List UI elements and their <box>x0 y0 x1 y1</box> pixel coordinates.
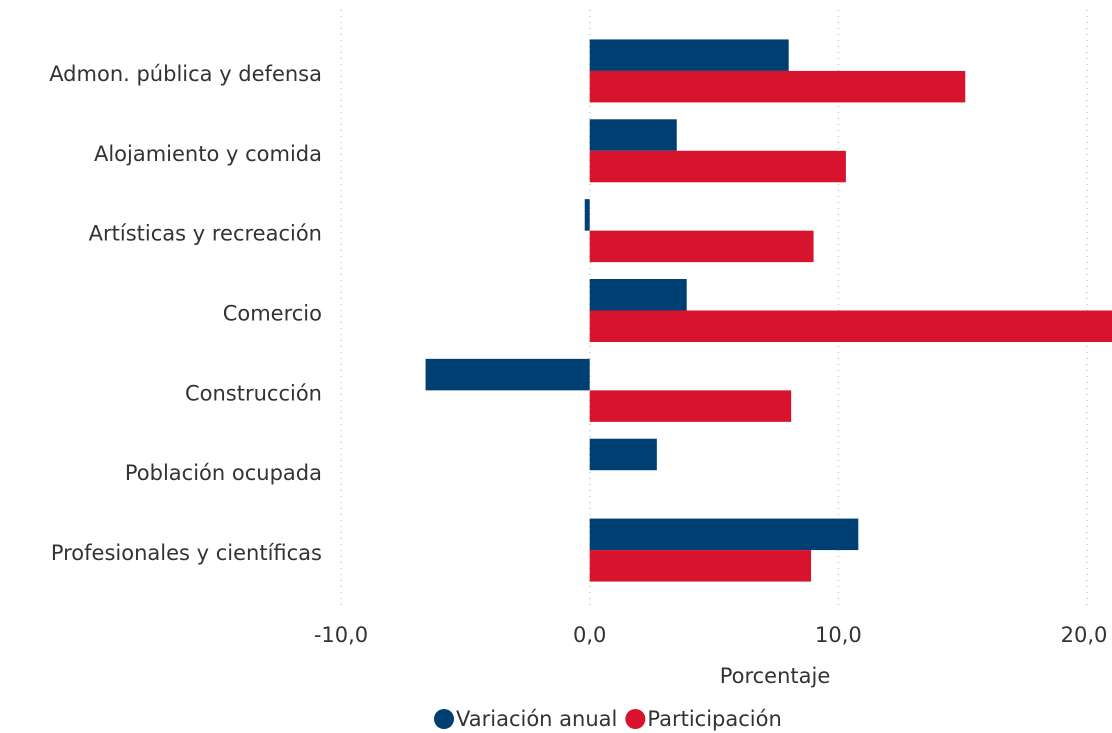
bar <box>589 230 814 263</box>
bar <box>425 358 590 391</box>
legend-marker <box>434 709 454 729</box>
bar <box>584 199 590 231</box>
x-axis-title: Porcentaje <box>720 664 831 688</box>
bar <box>589 438 657 471</box>
bar <box>589 310 1112 342</box>
bar <box>589 119 677 151</box>
y-tick-label: Construcción <box>185 381 322 405</box>
bar <box>589 150 846 183</box>
y-tick-label: Admon. pública y defensa <box>49 62 322 86</box>
y-tick-label: Alojamiento y comida <box>94 142 322 166</box>
x-tick-label: 0,0 <box>573 623 606 647</box>
bar <box>589 70 966 103</box>
y-tick-label: Comercio <box>223 302 322 326</box>
legend-label: Variación anual <box>456 707 617 731</box>
legend-marker <box>625 709 646 729</box>
bar <box>589 518 859 551</box>
x-tick-label: 10,0 <box>815 623 862 647</box>
bar <box>589 279 687 311</box>
bar <box>589 550 812 582</box>
y-tick-label: Profesionales y científicas <box>51 541 322 565</box>
bar <box>589 39 789 71</box>
y-tick-label: Población ocupada <box>125 461 322 485</box>
y-tick-label: Artísticas y recreación <box>89 222 322 246</box>
x-tick-label: 20,0 <box>1061 623 1108 647</box>
x-tick-label: -10,0 <box>314 623 368 647</box>
bar <box>589 390 792 422</box>
legend-label: Participación <box>647 707 781 731</box>
